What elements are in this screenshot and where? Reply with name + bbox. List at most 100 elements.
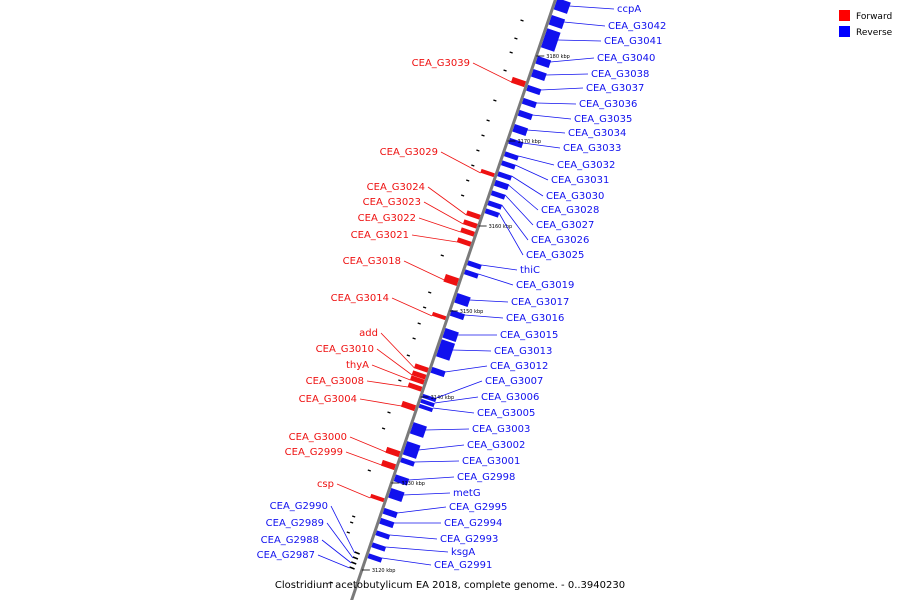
forward-gene-label: CEA_G3000 bbox=[289, 432, 347, 443]
reverse-gene-label: CEA_G3041 bbox=[604, 36, 662, 47]
forward-gene-feature bbox=[431, 311, 447, 321]
reverse-gene-feature bbox=[420, 398, 435, 408]
forward-gene-feature bbox=[443, 273, 460, 287]
reverse-gene-leader bbox=[436, 380, 483, 399]
feature-tick bbox=[481, 134, 485, 137]
kbp-tick-label: 3130 kbp bbox=[401, 481, 425, 487]
reverse-gene-leader bbox=[469, 299, 509, 303]
feature-tick bbox=[471, 164, 475, 167]
reverse-gene-label: CEA_G3035 bbox=[574, 114, 632, 125]
reverse-gene-leader bbox=[452, 349, 492, 352]
reverse-gene-feature bbox=[430, 366, 446, 378]
feature-tick bbox=[398, 379, 402, 382]
feature-tick bbox=[476, 149, 480, 152]
forward-gene-feature bbox=[400, 400, 417, 412]
forward-gene-leader bbox=[418, 217, 461, 233]
feature-tick bbox=[406, 354, 411, 357]
reverse-gene-leader bbox=[403, 492, 451, 496]
reverse-gene-feature bbox=[517, 109, 533, 121]
reverse-gene-feature bbox=[497, 171, 513, 181]
reverse-gene-label: CEA_G3040 bbox=[597, 53, 655, 64]
feature-tick bbox=[417, 322, 421, 325]
feature-tick bbox=[509, 51, 513, 54]
kbp-tick-label: 3180 kbp bbox=[546, 54, 570, 60]
forward-gene-leader bbox=[423, 201, 464, 225]
reverse-gene-label: CEA_G3031 bbox=[551, 175, 609, 186]
genome-axis bbox=[350, 0, 557, 600]
reverse-gene-feature bbox=[530, 68, 547, 82]
forward-gene-label: CEA_G3004 bbox=[299, 394, 357, 405]
reverse-gene-label: CEA_G3005 bbox=[477, 408, 535, 419]
reverse-gene-label: CEA_G3028 bbox=[541, 205, 599, 216]
forward-gene-feature bbox=[465, 210, 481, 220]
reverse-gene-label: CEA_G3026 bbox=[531, 235, 589, 246]
reverse-gene-feature bbox=[487, 200, 503, 210]
forward-gene-leader bbox=[359, 398, 402, 407]
forward-gene-label: thyA bbox=[346, 360, 369, 371]
reverse-gene-leader bbox=[504, 194, 534, 226]
reverse-gene-feature bbox=[463, 269, 479, 279]
reverse-gene-label: CEA_G3038 bbox=[591, 69, 649, 80]
other-gene-leader bbox=[321, 539, 352, 564]
forward-gene-label: CEA_G2999 bbox=[285, 447, 343, 458]
legend-forward-swatch bbox=[839, 10, 850, 21]
reverse-gene-feature bbox=[436, 339, 456, 361]
legend: Forward Reverse bbox=[839, 10, 893, 38]
forward-gene-label: CEA_G3008 bbox=[306, 376, 364, 387]
feature-tick bbox=[503, 69, 507, 72]
reverse-gene-leader bbox=[527, 129, 566, 134]
forward-gene-feature bbox=[456, 237, 472, 247]
reverse-gene-label: CEA_G3013 bbox=[494, 346, 552, 357]
reverse-gene-feature bbox=[526, 84, 542, 96]
reverse-gene-label: CEA_G3007 bbox=[485, 376, 543, 387]
forward-gene-feature bbox=[480, 168, 495, 178]
feature-tick bbox=[440, 254, 444, 257]
feature-tick bbox=[346, 531, 350, 534]
reverse-gene-leader bbox=[464, 314, 504, 319]
reverse-gene-label: CEA_G3030 bbox=[546, 191, 604, 202]
reverse-gene-leader bbox=[445, 365, 488, 373]
other-gene-leader bbox=[330, 505, 356, 554]
feature-tick bbox=[349, 521, 354, 524]
reverse-gene-label: CEA_G2993 bbox=[440, 534, 498, 545]
forward-gene-feature bbox=[409, 375, 425, 385]
reverse-gene-feature bbox=[521, 97, 537, 109]
forward-gene-feature bbox=[380, 459, 397, 471]
forward-gene-feature bbox=[413, 363, 429, 373]
feature-tick bbox=[329, 581, 334, 584]
forward-gene-leader bbox=[366, 380, 409, 388]
feature-tick bbox=[465, 179, 470, 182]
reverse-gene-label: CEA_G3036 bbox=[579, 99, 637, 110]
reverse-gene-leader bbox=[397, 506, 447, 514]
reverse-gene-leader bbox=[478, 273, 514, 286]
reverse-gene-leader bbox=[515, 164, 549, 181]
feature-tick bbox=[486, 119, 490, 122]
forward-gene-leader bbox=[403, 260, 445, 281]
feature-tick bbox=[387, 411, 391, 414]
reverse-gene-feature bbox=[454, 293, 471, 307]
reverse-gene-leader bbox=[408, 476, 455, 481]
reverse-gene-feature bbox=[402, 441, 421, 459]
reverse-gene-leader bbox=[536, 102, 577, 105]
forward-gene-feature bbox=[460, 227, 476, 237]
reverse-gene-label: CEA_G3032 bbox=[557, 160, 615, 171]
forward-gene-label: CEA_G3024 bbox=[367, 182, 425, 193]
forward-gene-feature bbox=[385, 446, 401, 458]
reverse-gene-leader bbox=[545, 73, 589, 76]
reverse-gene-label: thiC bbox=[520, 265, 540, 276]
reverse-gene-label: CEA_G3034 bbox=[568, 128, 626, 139]
reverse-gene-leader bbox=[540, 87, 584, 91]
other-gene-feature bbox=[349, 566, 355, 570]
reverse-gene-leader bbox=[522, 142, 561, 149]
feature-tick bbox=[367, 469, 372, 472]
other-gene-label: CEA_G2990 bbox=[270, 501, 328, 512]
forward-gene-label: CEA_G3022 bbox=[358, 213, 416, 224]
reverse-gene-leader bbox=[434, 396, 479, 404]
forward-gene-leader bbox=[349, 436, 387, 453]
kbp-tick-label: 3160 kbp bbox=[489, 224, 513, 230]
forward-gene-feature bbox=[407, 382, 423, 392]
gene-labels: ccpA CEA_G3042 CEA_G3041 CEA_G3040 CEA_G3038… bbox=[257, 4, 667, 571]
other-gene-feature bbox=[354, 551, 360, 555]
reverse-gene-feature bbox=[418, 403, 434, 413]
reverse-gene-feature bbox=[535, 55, 552, 69]
